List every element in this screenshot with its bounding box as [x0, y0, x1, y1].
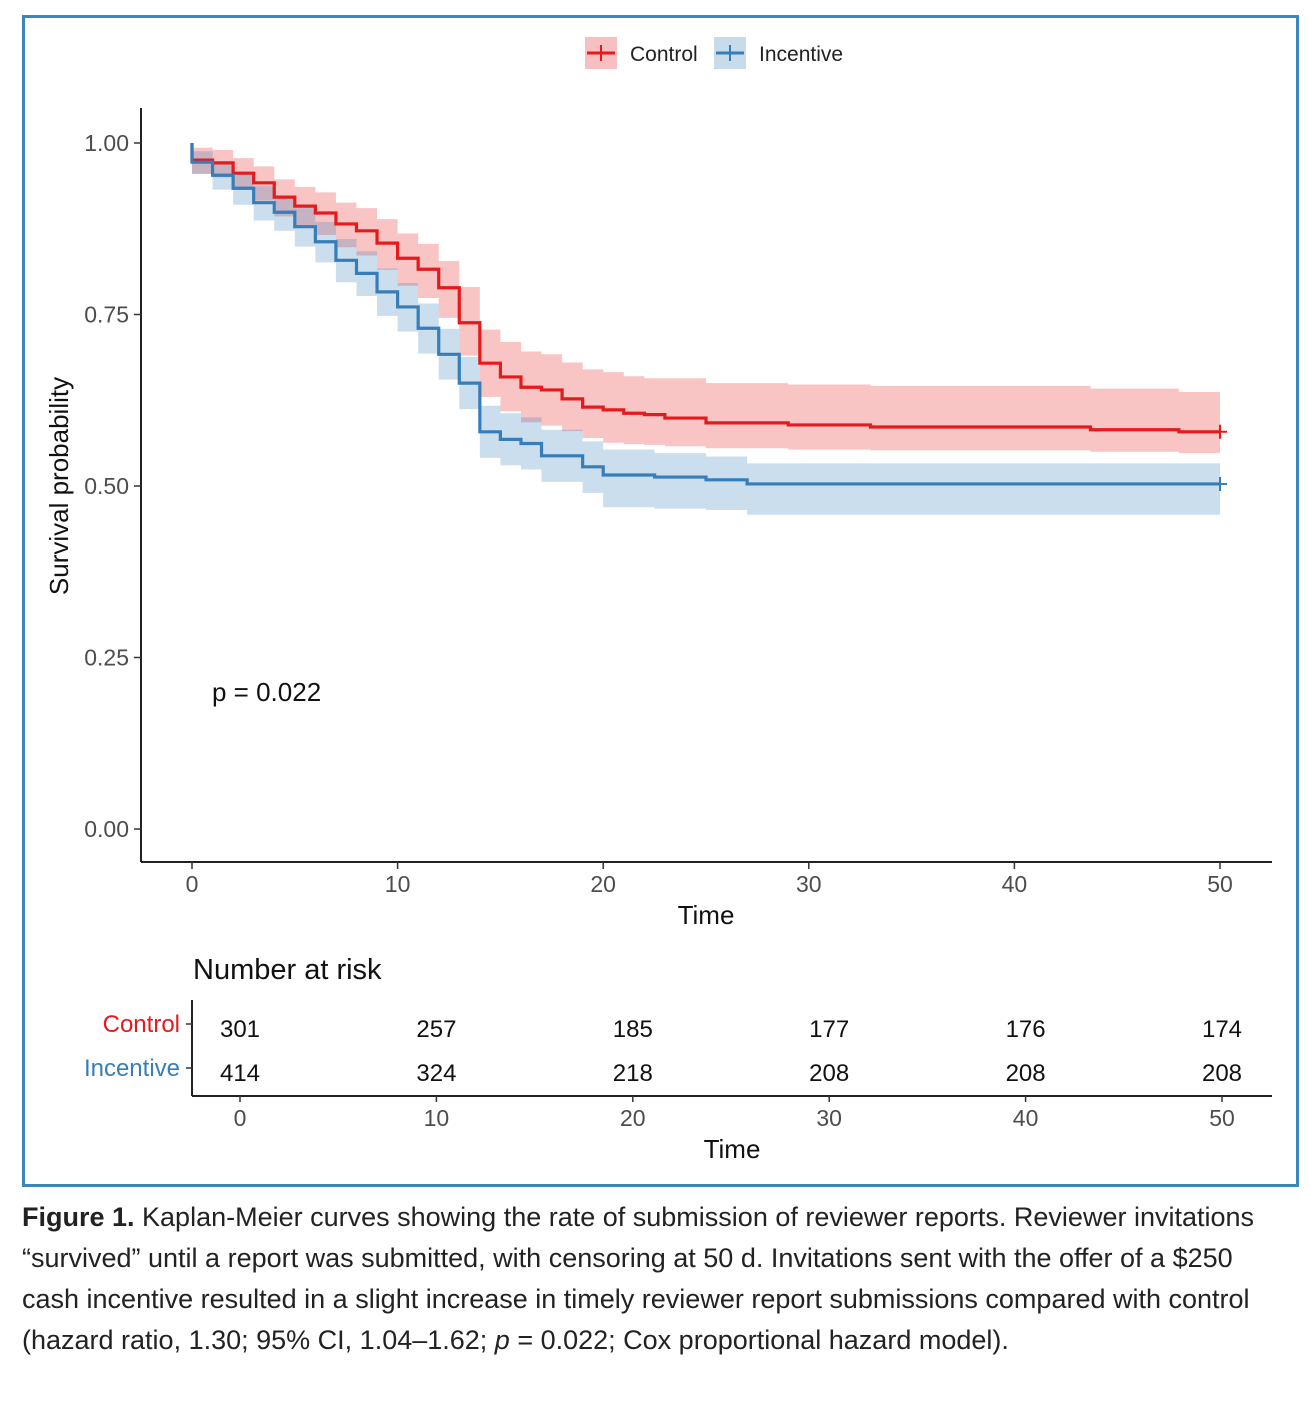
risk-cell-incentive: 208: [1202, 1060, 1242, 1087]
risk-cell-control: 177: [809, 1016, 849, 1043]
confidence-band-control: [192, 147, 1220, 454]
figure-caption: Figure 1. Kaplan-Meier curves showing th…: [22, 1197, 1292, 1361]
kaplan-meier-chart: Control Incentive 0.00 0.25 0.50 0.75 1.00 0…: [44, 37, 1272, 1164]
risk-cell-incentive: 324: [416, 1060, 456, 1087]
x-tick-label: 30: [796, 871, 822, 897]
y-tick-label: 0.50: [84, 473, 129, 499]
risk-x-tick-label: 30: [816, 1105, 842, 1131]
risk-cell-control: 185: [613, 1016, 653, 1043]
risk-cell-control: 174: [1202, 1016, 1242, 1043]
risk-table-x-ticks: 0 10 20 30 40 50: [234, 1096, 1235, 1131]
risk-x-tick-label: 50: [1209, 1105, 1235, 1131]
confidence-bands: [192, 147, 1220, 515]
censor-mark-control: [1213, 424, 1227, 439]
caption-text-end: = 0.022; Cox proportional hazard model).: [509, 1325, 1009, 1355]
legend: Control Incentive: [585, 37, 843, 69]
risk-cell-control: 301: [220, 1016, 260, 1043]
y-ticks: 0.00 0.25 0.50 0.75 1.00: [84, 130, 141, 842]
risk-x-tick-label: 10: [424, 1105, 450, 1131]
survival-curve-control: [190, 143, 1220, 434]
p-value-annotation: p = 0.022: [212, 677, 321, 707]
risk-cell-control: 257: [416, 1016, 456, 1043]
caption-label: Figure 1.: [22, 1202, 135, 1232]
legend-label-control: Control: [630, 43, 698, 66]
legend-label-incentive: Incentive: [759, 43, 843, 66]
risk-x-tick-label: 20: [620, 1105, 646, 1131]
risk-cell-incentive: 414: [220, 1060, 260, 1087]
risk-table-x-title: Time: [704, 1134, 761, 1164]
y-tick-label: 0.00: [84, 816, 129, 842]
confidence-band-incentive: [192, 151, 1220, 515]
survival-curves: [190, 143, 1227, 491]
x-tick-label: 20: [590, 871, 616, 897]
risk-cell-incentive: 208: [1006, 1060, 1046, 1087]
x-tick-label: 40: [1002, 871, 1028, 897]
risk-x-tick-label: 0: [234, 1105, 247, 1131]
risk-x-tick-label: 40: [1013, 1105, 1039, 1131]
y-axis-title: Survival probability: [44, 377, 74, 595]
censor-mark-incentive: [1213, 476, 1227, 491]
risk-row-label-incentive: Incentive: [84, 1055, 180, 1082]
caption-p-symbol: p: [494, 1325, 510, 1355]
risk-table-title: Number at risk: [193, 954, 382, 986]
risk-row-label-control: Control: [103, 1011, 180, 1038]
x-axis-title: Time: [678, 900, 735, 930]
x-tick-label: 10: [385, 871, 411, 897]
risk-cell-incentive: 218: [613, 1060, 653, 1087]
figure-frame: [22, 15, 1299, 1187]
y-tick-label: 0.75: [84, 302, 129, 328]
risk-cell-control: 176: [1006, 1016, 1046, 1043]
survival-curve-incentive: [190, 143, 1220, 486]
risk-table-cells: 301 257 185 177 176 174 414 324 218 208 208 208: [220, 1016, 1242, 1087]
x-tick-label: 0: [186, 871, 199, 897]
y-tick-label: 1.00: [84, 130, 129, 156]
x-ticks: 0 10 20 30 40 50: [186, 862, 1233, 897]
y-tick-label: 0.25: [84, 645, 129, 671]
risk-cell-incentive: 208: [809, 1060, 849, 1087]
caption-text: Kaplan-Meier curves showing the rate of …: [22, 1202, 1255, 1355]
x-tick-label: 50: [1207, 871, 1233, 897]
